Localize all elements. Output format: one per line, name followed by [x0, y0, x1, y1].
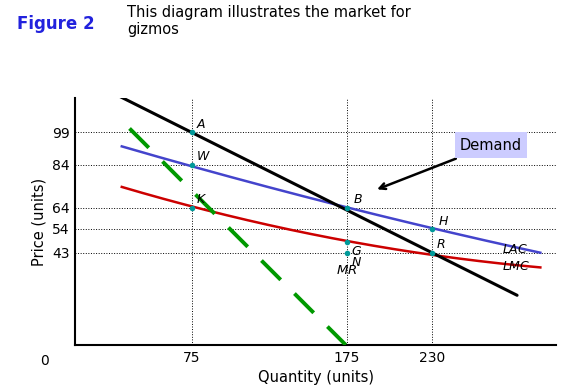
Text: This diagram illustrates the market for
gizmos: This diagram illustrates the market for … [127, 5, 411, 37]
Text: $\it{LMC}$: $\it{LMC}$ [501, 260, 530, 273]
Text: $\it{N}$: $\it{N}$ [351, 256, 362, 269]
Text: $\it{MR}$: $\it{MR}$ [336, 264, 357, 277]
Text: $\it{R}$: $\it{R}$ [437, 238, 446, 251]
Text: $\it{B}$: $\it{B}$ [353, 193, 362, 206]
Text: 0: 0 [39, 354, 49, 368]
X-axis label: Quantity (units): Quantity (units) [258, 370, 373, 385]
Text: $\it{K}$: $\it{K}$ [196, 193, 207, 206]
Text: $\it{A}$: $\it{A}$ [196, 118, 207, 131]
Text: $\it{LAC}$: $\it{LAC}$ [501, 243, 528, 256]
Y-axis label: Price (units): Price (units) [31, 178, 46, 265]
Text: $\it{G}$: $\it{G}$ [351, 245, 362, 258]
Text: $\it{W}$: $\it{W}$ [196, 150, 211, 163]
Text: Figure 2: Figure 2 [17, 15, 95, 33]
Text: Demand: Demand [380, 138, 522, 189]
Text: $\it{H}$: $\it{H}$ [438, 215, 449, 228]
